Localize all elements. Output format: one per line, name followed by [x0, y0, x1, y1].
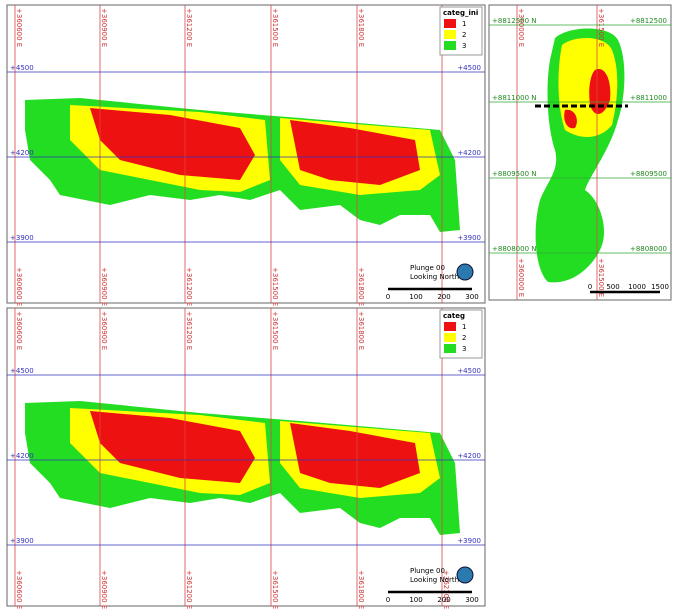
easting-label: +360600 E	[15, 311, 23, 350]
easting-label: +361500 E	[271, 8, 279, 47]
legend-swatch	[444, 30, 456, 39]
easting-label: +361500 E	[271, 311, 279, 350]
legend-label: 3	[462, 42, 466, 50]
easting-label: +360900 E	[100, 570, 108, 609]
plan-northing-label: +8812500	[630, 17, 667, 25]
plan-scale-label: 1500	[651, 283, 669, 291]
scale-label: 0	[386, 596, 390, 604]
elevation-label: +4200	[457, 452, 481, 460]
plan-northing-label: +8808000	[630, 245, 667, 253]
easting-label: +362100 E	[442, 570, 450, 609]
elevation-label: +4500	[10, 64, 34, 72]
easting-label: +361500 E	[271, 570, 279, 609]
elevation-label: +4500	[10, 367, 34, 375]
elevation-label: +4200	[457, 149, 481, 157]
easting-label: +361800 E	[357, 8, 365, 47]
elevation-label: +3900	[10, 537, 34, 545]
scale-label: 200	[437, 293, 450, 301]
view-direction: Looking North	[410, 576, 459, 584]
legend-label: 1	[462, 20, 466, 28]
legend-swatch	[444, 333, 456, 342]
easting-label: +361800 E	[357, 570, 365, 609]
legend-label: 1	[462, 323, 466, 331]
view-plunge: Plunge 00	[410, 264, 445, 272]
elevation-label: +3900	[457, 537, 481, 545]
plan-easting-label: +360000 E	[517, 8, 525, 47]
scale-label: 200	[437, 596, 450, 604]
view-icon	[456, 263, 474, 281]
elevation-label: +4200	[10, 149, 34, 157]
scale-label: 100	[409, 293, 422, 301]
plan-northing-label: +8808000 N	[492, 245, 537, 253]
easting-label: +360600 E	[15, 570, 23, 609]
view-icon	[456, 566, 474, 584]
easting-label: +360600 E	[15, 267, 23, 306]
elevation-label: +3900	[457, 234, 481, 242]
elevation-label: +4500	[457, 367, 481, 375]
legend-label: 2	[462, 31, 466, 39]
plan-easting-label: +361500 E	[597, 258, 605, 297]
scale-label: 300	[465, 293, 478, 301]
legend-title: categ	[443, 312, 465, 320]
legend-label: 3	[462, 345, 466, 353]
legend-swatch	[444, 344, 456, 353]
easting-label: +361800 E	[357, 267, 365, 306]
elevation-label: +4200	[10, 452, 34, 460]
elevation-label: +3900	[10, 234, 34, 242]
plan-northing-label: +8809500	[630, 170, 667, 178]
view-direction: Looking North	[410, 273, 459, 281]
legend-swatch	[444, 41, 456, 50]
legend-swatch	[444, 19, 456, 28]
easting-label: +361200 E	[185, 570, 193, 609]
easting-label: +360900 E	[100, 311, 108, 350]
plan-scale-label: 1000	[628, 283, 646, 291]
easting-label: +361200 E	[185, 267, 193, 306]
elevation-label: +4500	[457, 64, 481, 72]
plan-scale-label: 500	[606, 283, 619, 291]
plan-northing-label: +8812500 N	[492, 17, 537, 25]
plan-body	[564, 69, 611, 129]
easting-label: +361800 E	[357, 311, 365, 350]
easting-label: +360600 E	[15, 8, 23, 47]
plan-easting-label: +361500 E	[597, 8, 605, 47]
easting-label: +361200 E	[185, 8, 193, 47]
plan-northing-label: +8811000 N	[492, 94, 537, 102]
view-plunge: Plunge 00	[410, 567, 445, 575]
plan-northing-label: +8811000	[630, 94, 667, 102]
legend-swatch	[444, 322, 456, 331]
plan-northing-label: +8809500 N	[492, 170, 537, 178]
plan-easting-label: +360000 E	[517, 258, 525, 297]
plan-scale-label: 0	[588, 283, 592, 291]
legend-title: categ_ini	[443, 9, 478, 17]
scale-label: 100	[409, 596, 422, 604]
easting-label: +361500 E	[271, 267, 279, 306]
easting-label: +361200 E	[185, 311, 193, 350]
legend-label: 2	[462, 334, 466, 342]
easting-label: +360900 E	[100, 8, 108, 47]
scale-label: 300	[465, 596, 478, 604]
easting-label: +360900 E	[100, 267, 108, 306]
scale-label: 0	[386, 293, 390, 301]
